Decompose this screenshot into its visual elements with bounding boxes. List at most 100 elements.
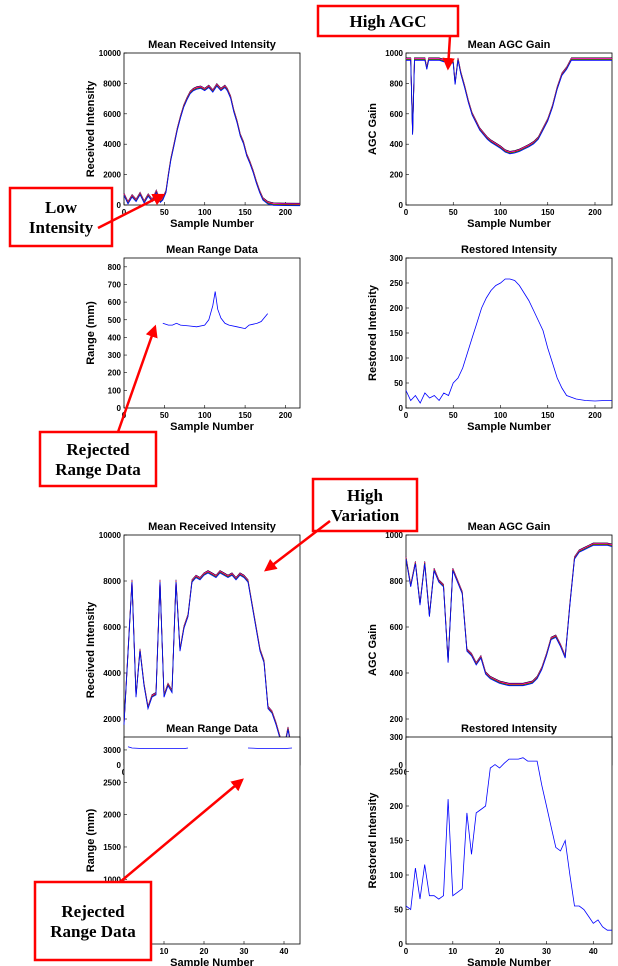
- y-tick-label: 100: [390, 871, 404, 880]
- annotation-arrow: [119, 778, 244, 883]
- plot-title: Restored Intensity: [461, 723, 558, 735]
- y-tick-label: 10000: [99, 49, 122, 58]
- x-tick-label: 150: [238, 411, 252, 420]
- plot-title: Restored Intensity: [461, 244, 558, 256]
- y-tick-label: 0: [399, 940, 404, 949]
- y-tick-label: 200: [390, 802, 404, 811]
- series-line: [247, 747, 293, 749]
- y-tick-label: 1000: [385, 531, 403, 540]
- y-tick-label: 600: [390, 623, 404, 632]
- y-tick-label: 0: [117, 404, 122, 413]
- y-tick-label: 1000: [385, 49, 403, 58]
- subplot-8: Restored Intensity Sample Number Restored …: [367, 723, 613, 966]
- series-line: [162, 291, 269, 330]
- annotation-box: [311, 477, 419, 533]
- annotation-text: Rejected: [61, 902, 125, 921]
- annotation-text: Range Data: [55, 460, 141, 479]
- annotation-high-agc: High AGC: [316, 4, 460, 71]
- y-axis-label: Received Intensity: [85, 80, 97, 177]
- x-tick-label: 150: [541, 411, 555, 420]
- x-tick-label: 20: [200, 947, 209, 956]
- y-tick-label: 8000: [103, 577, 121, 586]
- x-tick-label: 0: [122, 208, 127, 217]
- y-tick-label: 400: [390, 669, 404, 678]
- y-tick-label: 800: [390, 577, 404, 586]
- x-tick-label: 10: [448, 947, 457, 956]
- annotation-arrow: [97, 193, 166, 230]
- y-axis-label: AGC Gain: [367, 103, 379, 155]
- y-tick-label: 8000: [103, 79, 121, 88]
- x-tick-label: 100: [494, 411, 508, 420]
- x-tick-label: 50: [449, 411, 458, 420]
- annotation-arrow: [442, 35, 455, 71]
- y-tick-label: 3000: [103, 746, 121, 755]
- x-tick-label: 100: [198, 411, 212, 420]
- annotation-box: [38, 430, 158, 488]
- x-tick-label: 40: [589, 947, 598, 956]
- x-tick-label: 100: [198, 208, 212, 217]
- y-tick-label: 1500: [103, 843, 121, 852]
- y-tick-label: 300: [390, 733, 404, 742]
- y-tick-label: 400: [108, 333, 122, 342]
- y-tick-label: 250: [390, 279, 404, 288]
- x-tick-label: 50: [449, 208, 458, 217]
- series-line: [405, 278, 612, 404]
- y-axis-label: AGC Gain: [367, 624, 379, 676]
- annotation-text: High: [347, 486, 383, 505]
- series-line: [405, 757, 612, 931]
- subplot-7: Mean Range Data Sample Number Range (mm) 0 1…: [85, 723, 301, 966]
- annotation-box: [316, 4, 460, 38]
- y-tick-label: 600: [390, 110, 404, 119]
- y-tick-label: 4000: [103, 140, 121, 149]
- x-tick-label: 200: [588, 208, 602, 217]
- y-tick-label: 250: [390, 768, 404, 777]
- x-tick-label: 0: [404, 411, 409, 420]
- x-axis-label: Sample Number: [170, 218, 254, 230]
- y-tick-label: 100: [390, 354, 404, 363]
- y-tick-label: 150: [390, 837, 404, 846]
- annotation-arrow: [116, 324, 158, 433]
- x-axis-label: Sample Number: [170, 957, 254, 966]
- x-tick-label: 10: [160, 947, 169, 956]
- x-tick-label: 200: [279, 411, 293, 420]
- y-tick-label: 700: [108, 280, 122, 289]
- annotation-text: High AGC: [350, 12, 427, 31]
- plot-title: Mean Range Data: [166, 723, 259, 735]
- axes-frame: [123, 257, 301, 409]
- series-line: [405, 545, 613, 687]
- x-axis-label: Sample Number: [467, 957, 551, 966]
- y-axis-label: Restored Intensity: [367, 792, 379, 889]
- x-tick-label: 50: [160, 208, 169, 217]
- y-tick-label: 6000: [103, 110, 121, 119]
- axes-frame: [123, 736, 301, 945]
- plot-title: Mean AGC Gain: [468, 521, 551, 533]
- x-tick-label: 150: [541, 208, 555, 217]
- annotation-box: [8, 186, 114, 248]
- y-tick-label: 300: [390, 254, 404, 263]
- subplot-2: Mean AGC Gain Sample Number AGC Gain 0 50 100…: [367, 39, 613, 230]
- x-tick-label: 200: [279, 208, 293, 217]
- axes-frame: [405, 52, 613, 206]
- subplot-3: Mean Range Data Sample Number Range (mm) 0 5…: [85, 244, 301, 433]
- annotation-text: Rejected: [66, 440, 130, 459]
- x-tick-label: 50: [160, 411, 169, 420]
- subplot-4: Restored Intensity Sample Number Restored …: [367, 244, 613, 433]
- x-tick-label: 30: [240, 947, 249, 956]
- axes-frame: [405, 534, 613, 766]
- x-tick-label: 200: [588, 411, 602, 420]
- x-tick-label: 0: [404, 947, 409, 956]
- y-axis-label: Range (mm): [85, 301, 97, 365]
- x-tick-label: 0: [404, 208, 409, 217]
- y-tick-label: 800: [390, 79, 404, 88]
- x-tick-label: 40: [280, 947, 289, 956]
- y-tick-label: 0: [117, 201, 122, 210]
- annotation-box: [33, 880, 153, 962]
- y-tick-label: 100: [108, 386, 122, 395]
- x-axis-label: Sample Number: [467, 421, 551, 433]
- plot-title: Mean Received Intensity: [148, 521, 277, 533]
